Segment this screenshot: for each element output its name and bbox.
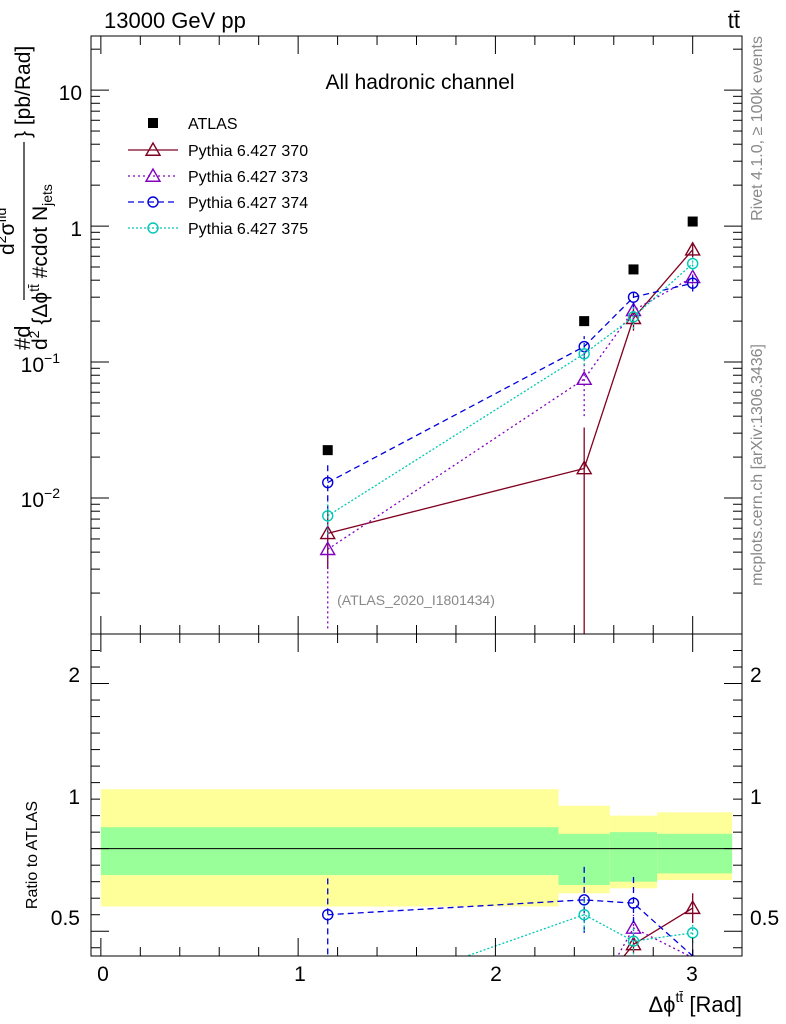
y-axis-label-denominator: d2 {Δϕtt̄ #cdot Njets [26,184,55,350]
legend-label: Pythia 6.427 375 [188,221,308,238]
legend-marker-atlas [148,118,158,128]
legend-marker [144,167,162,182]
inner-uncertainty-band [657,833,733,874]
series-pythia-6-427-375 [322,257,699,535]
x-axis-label: Δϕtt̄ [Rad] [648,989,742,1017]
rivet-version-label: Rivet 4.1.0, ≥ 100k events [749,36,766,221]
inner-uncertainty-band [100,827,559,876]
legend-entry-pythia-6-427-373: Pythia 6.427 373 [128,167,308,186]
ratio-line-pythia-6-427-370 [623,907,694,956]
reference-point [322,445,333,456]
legend-marker [147,222,159,234]
legend-marker [144,141,162,156]
legend-label: Pythia 6.427 374 [188,195,308,212]
data-point [575,370,593,385]
y-axis-label-units: } [pb/Rad] [12,46,35,138]
ratio-y-tick-label-2: 2 [68,664,80,687]
ratio-uncertainty-bands [91,789,742,907]
ratio-line-pythia-6-427-373 [617,927,691,956]
legend-entry-pythia-6-427-370: Pythia 6.427 370 [128,141,308,160]
data-point [575,460,593,475]
data-point [319,524,336,540]
ratio-y-axis-label: Ratio to ATLAS [24,801,41,909]
ratio-plot-data [322,866,701,956]
y-tick-label-1: 1 [70,218,82,241]
series-pythia-6-427-374 [322,275,699,512]
inner-uncertainty-band [558,833,610,885]
y-axis-label-a: #d [10,326,35,350]
ratio-point [627,897,640,909]
data-point [684,268,701,284]
source-label: mcplots.cern.ch [arXiv:1306.3436] [749,344,766,586]
ratio-ticks [91,634,742,956]
inner-uncertainty-band [609,832,658,882]
ratio-series-pythia-6-427-375 [465,898,699,956]
ratio-line-pythia-6-427-375 [465,914,693,956]
ratio-y-tick-label-0.5: 0.5 [51,907,80,930]
reference-point [687,216,698,227]
main-plot-panel: All hadronic channel (ATLAS_2020_I180143… [0,35,743,635]
y-tick-label-0.1: 10−1 [21,350,61,377]
data-point [627,311,640,323]
ratio-point [322,909,334,921]
y-tick-label-10: 10 [59,82,82,105]
data-point [578,348,590,360]
ratio-point [627,935,640,947]
main-plot-data [319,216,701,634]
ratio-point [686,927,699,939]
legend-entry-atlas: ATLAS [148,116,238,133]
legend-label-atlas: ATLAS [188,116,238,133]
ratio-y-tick-label-1-right: 1 [750,786,762,809]
series-line-pythia-6-427-373 [327,276,693,550]
analysis-tag: (ATLAS_2020_I1801434) [337,592,495,608]
plot-title: All hadronic channel [325,71,514,94]
ratio-y-tick-label-2-right: 2 [750,664,762,687]
ratio-point [684,899,701,915]
legend-entry-pythia-6-427-375: Pythia 6.427 375 [128,221,308,238]
process-label: tt̄ [728,8,740,33]
legend-series-entries: Pythia 6.427 370 Pythia 6.427 373 Pythia 6… [128,141,308,238]
series-line-pythia-6-427-375 [327,263,694,517]
ratio-series-pythia-6-427-373 [617,914,694,956]
x-tick-label-3: 3 [686,963,698,986]
data-point [686,277,699,289]
ratio-plot-panel: 2 1 0.5 2 1 0.5 Ratio to ATLAS 0 1 2 3 Δ… [24,633,779,1017]
ratio-point [578,894,590,906]
main-y-ticks [91,36,742,635]
x-tick-label-1: 1 [294,963,306,986]
ratio-y-tick-label-1: 1 [68,786,80,809]
x-tick-label-2: 2 [490,963,502,986]
x-tick-label-0: 0 [97,963,109,986]
reference-point [579,316,590,327]
data-point [627,291,640,303]
ratio-line-pythia-6-427-374 [327,899,694,956]
legend-label: Pythia 6.427 373 [188,169,308,186]
reference-points [322,216,698,456]
series-line-pythia-6-427-370 [327,249,694,534]
series-pythia-6-427-373 [319,268,701,629]
reference-point [628,264,639,275]
y-tick-label-0.01: 10−2 [21,485,61,512]
legend-entry-pythia-6-427-374: Pythia 6.427 374 [128,195,308,212]
data-point [322,476,334,489]
data-point [686,257,699,270]
y-axis-label: #d d2σfid } [pb/Rad] d2 {Δϕtt̄ #cdot Nje… [0,46,55,350]
ratio-point [578,909,590,921]
ratio-y-tick-label-0.5-right: 0.5 [750,907,779,930]
series-pythia-6-427-370 [319,241,701,634]
energy-label: 13000 GeV pp [104,8,246,33]
y-axis-label-numerator: d2σfid [0,208,19,255]
data-point [684,241,701,256]
legend-marker [147,196,159,208]
data-point [319,540,336,556]
legend-label: Pythia 6.427 370 [188,143,308,160]
data-point [322,510,334,522]
